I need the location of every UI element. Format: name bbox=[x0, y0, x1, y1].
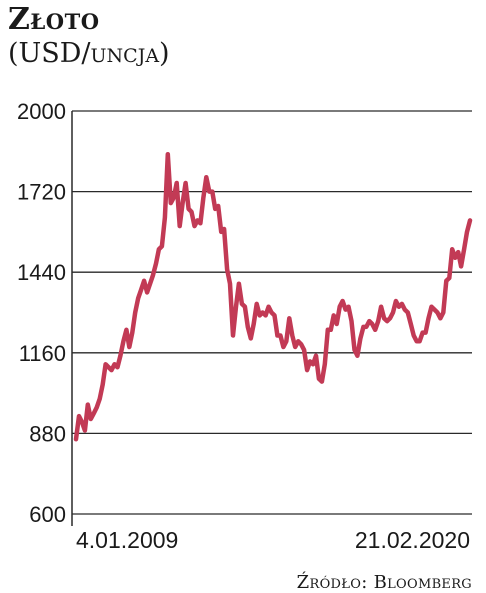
y-tick-labels: 2000 1720 1440 1160 880 600 bbox=[17, 99, 66, 527]
x-end-label: 21.02.2020 bbox=[355, 527, 470, 553]
subtitle-unit: uncja bbox=[90, 38, 160, 69]
y-tick-label: 600 bbox=[29, 502, 66, 527]
grid bbox=[71, 110, 472, 526]
subtitle-suffix: ) bbox=[159, 38, 170, 69]
y-tick-label: 1160 bbox=[19, 341, 66, 366]
chart-subtitle: (USD/uncja) bbox=[8, 38, 170, 69]
y-tick-label: 1720 bbox=[17, 180, 66, 205]
gold-price-line bbox=[73, 151, 473, 442]
y-tick-label: 2000 bbox=[17, 99, 66, 124]
subtitle-prefix: (USD/ bbox=[8, 38, 91, 69]
x-start-label: 4.01.2009 bbox=[76, 527, 178, 553]
y-tick-label: 880 bbox=[29, 421, 66, 446]
chart-title: Złoto bbox=[8, 2, 100, 37]
y-tick-label: 1440 bbox=[17, 260, 66, 285]
source-note: Źródło: Bloomberg bbox=[296, 572, 472, 593]
